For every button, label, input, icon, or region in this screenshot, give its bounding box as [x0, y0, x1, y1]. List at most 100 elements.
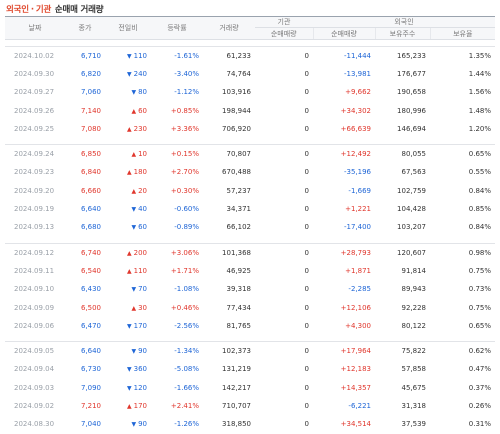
cell-close: 6,740 — [80, 248, 101, 257]
cell-foreign-ratio: 1.44% — [468, 69, 492, 78]
cell-foreign-ratio: 0.73% — [468, 285, 492, 294]
group-spacer — [5, 137, 496, 146]
cell-volume: 74,764 — [226, 69, 252, 78]
cell-date: 2024.09.23 — [14, 168, 55, 177]
cell-date: 2024.09.11 — [14, 266, 55, 275]
cell-rate: +2.70% — [170, 168, 199, 177]
cell-foreign-net: +9,662 — [345, 88, 371, 97]
header-foreign-net: 순매매량 — [312, 27, 375, 40]
cell-inst-net: 0 — [304, 365, 309, 374]
cell-change: ▼ 170 — [105, 317, 151, 335]
cell-change: ▼ 240 — [105, 65, 151, 83]
cell-foreign-shares: 80,055 — [401, 150, 427, 159]
triangle-up-icon: ▲ — [127, 402, 132, 410]
table-header: 날짜 종가 전일비 등락률 거래량 기관 외국인 순매매량 순매매량 보유주수 … — [5, 16, 496, 40]
triangle-up-icon: ▲ — [131, 304, 137, 312]
cell-change: ▼ 90 — [105, 342, 151, 360]
cell-foreign-shares: 146,694 — [397, 124, 426, 133]
cell-close: 6,710 — [80, 51, 101, 60]
cell-date: 2024.09.05 — [14, 347, 55, 356]
table-row: 2024.09.23 6,840 ▲ 180 +2.70% 670,488 0 -35,196… — [5, 163, 495, 181]
cell-foreign-net: +34,514 — [340, 420, 371, 429]
cell-rate: -1.66% — [174, 383, 199, 392]
cell-foreign-ratio: 0.65% — [468, 321, 492, 330]
cell-foreign-net: -2,285 — [348, 285, 371, 294]
cell-foreign-net: -35,196 — [343, 168, 371, 177]
cell-change-value: 230 — [133, 124, 147, 133]
cell-date: 2024.09.30 — [14, 69, 55, 78]
header-volume: 거래량 — [203, 16, 255, 40]
cell-volume: 131,219 — [222, 365, 251, 374]
cell-foreign-shares: 190,658 — [397, 88, 426, 97]
cell-close: 6,820 — [80, 69, 101, 78]
cell-foreign-shares: 102,759 — [397, 186, 426, 195]
group-spacer-cell — [5, 236, 496, 244]
table-row: 2024.10.02 6,710 ▼ 110 -1.61% 61,233 0 -11,444 1… — [5, 47, 495, 65]
triangle-down-icon: ▼ — [127, 384, 132, 392]
cell-volume: 81,765 — [226, 321, 252, 330]
triangle-down-icon: ▼ — [127, 52, 132, 60]
cell-volume: 142,217 — [222, 383, 251, 392]
table-row: 2024.09.04 6,730 ▼ 360 -5.08% 131,219 0 +12,183… — [5, 360, 495, 378]
cell-foreign-net: +4,300 — [345, 321, 371, 330]
cell-inst-net: 0 — [304, 205, 309, 214]
cell-foreign-net: -17,400 — [343, 223, 371, 232]
cell-change: ▲ 230 — [105, 120, 151, 138]
cell-date: 2024.09.20 — [14, 186, 55, 195]
cell-date: 2024.09.06 — [14, 321, 55, 330]
group-spacer-cell — [5, 334, 496, 343]
triangle-down-icon: ▼ — [131, 286, 137, 294]
triangle-up-icon: ▲ — [127, 249, 132, 257]
triangle-down-icon: ▼ — [131, 89, 137, 97]
cell-foreign-shares: 57,858 — [401, 365, 427, 374]
cell-foreign-ratio: 0.75% — [468, 303, 492, 312]
cell-foreign-net: +12,183 — [340, 365, 371, 374]
cell-rate: -5.08% — [174, 365, 199, 374]
cell-foreign-ratio: 0.47% — [468, 365, 492, 374]
table-body: 2024.10.02 6,710 ▼ 110 -1.61% 61,233 0 -11,444 1… — [5, 39, 496, 434]
table-row: 2024.09.11 6,540 ▲ 110 +1.71% 46,925 0 +1,871 91… — [5, 262, 495, 280]
cell-volume: 66,102 — [226, 223, 252, 232]
cell-volume: 46,925 — [226, 266, 252, 275]
section-title: 외국인 · 기관 순매매 거래량 — [0, 0, 500, 16]
cell-foreign-shares: 37,539 — [401, 420, 427, 429]
cell-foreign-net: -6,221 — [348, 401, 371, 410]
trading-table: 날짜 종가 전일비 등락률 거래량 기관 외국인 순매매량 순매매량 보유주수 … — [5, 16, 496, 434]
cell-inst-net: 0 — [304, 51, 309, 60]
cell-change-value: 110 — [133, 266, 147, 275]
triangle-down-icon: ▼ — [131, 224, 137, 232]
cell-close: 6,660 — [80, 186, 101, 195]
table-row: 2024.09.06 6,470 ▼ 170 -2.56% 81,765 0 +4,300 80… — [5, 317, 495, 335]
triangle-up-icon: ▲ — [127, 267, 132, 275]
cell-close: 6,640 — [80, 205, 101, 214]
group-spacer — [5, 39, 496, 47]
cell-volume: 77,434 — [226, 303, 252, 312]
cell-volume: 710,707 — [222, 401, 251, 410]
cell-rate: +0.46% — [170, 303, 199, 312]
cell-rate: +0.85% — [170, 106, 199, 115]
cell-change-value: 240 — [133, 69, 147, 78]
triangle-down-icon: ▼ — [131, 206, 137, 214]
cell-rate: -1.26% — [174, 420, 199, 429]
cell-close: 7,140 — [80, 106, 101, 115]
cell-change-value: 170 — [133, 401, 147, 410]
cell-change-value: 60 — [138, 106, 147, 115]
cell-date: 2024.09.24 — [14, 150, 55, 159]
cell-rate: -0.60% — [174, 205, 199, 214]
cell-change-value: 110 — [133, 51, 147, 60]
table-row: 2024.09.13 6,680 ▼ 60 -0.89% 66,102 0 -17,400 10… — [5, 218, 495, 236]
cell-rate: -0.89% — [174, 223, 199, 232]
cell-inst-net: 0 — [304, 383, 309, 392]
cell-foreign-shares: 92,228 — [401, 303, 427, 312]
cell-foreign-net: +12,106 — [340, 303, 371, 312]
cell-inst-net: 0 — [304, 223, 309, 232]
cell-rate: -1.08% — [174, 285, 199, 294]
cell-foreign-net: +66,639 — [340, 124, 371, 133]
header-date: 날짜 — [5, 16, 65, 40]
triangle-up-icon: ▲ — [131, 151, 137, 159]
cell-inst-net: 0 — [304, 285, 309, 294]
cell-change-value: 360 — [133, 365, 147, 374]
cell-change: ▲ 180 — [105, 163, 151, 181]
cell-change-value: 30 — [138, 303, 147, 312]
cell-foreign-ratio: 1.20% — [468, 124, 492, 133]
